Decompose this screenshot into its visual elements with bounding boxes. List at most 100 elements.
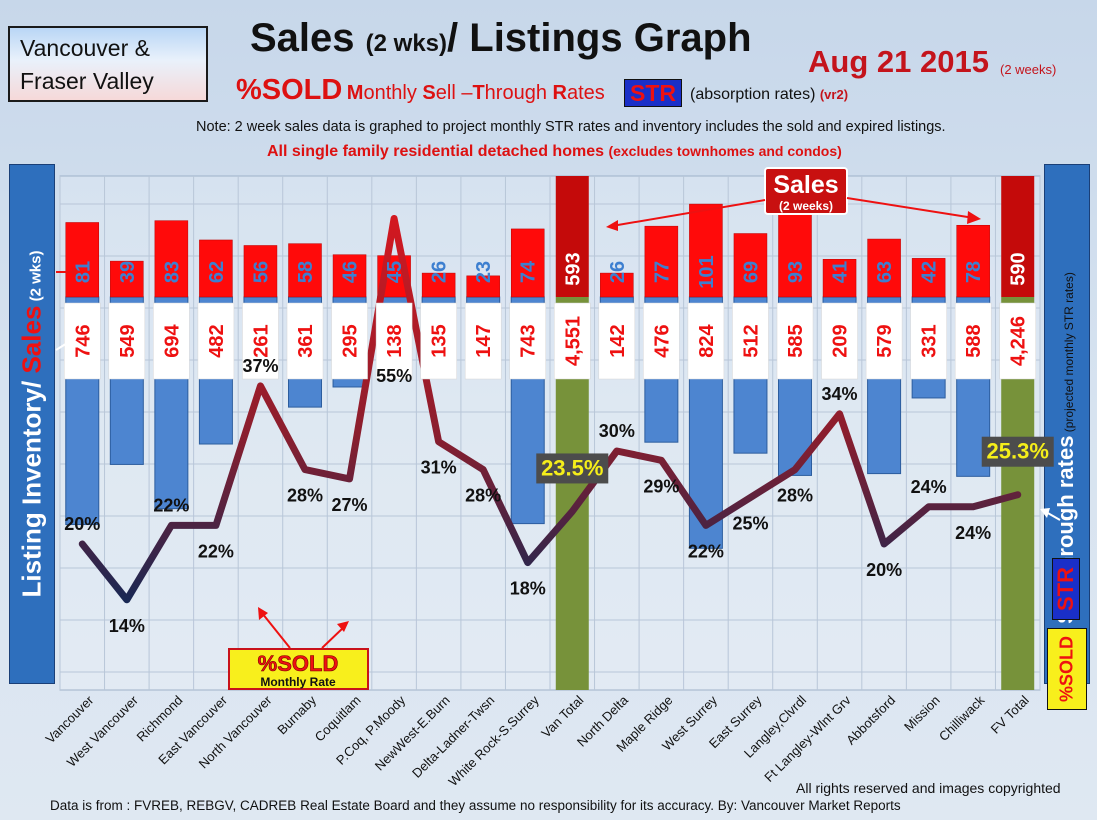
- sales-bar: [243, 245, 278, 298]
- inventory-label-box: [554, 302, 591, 380]
- inventory-value-label: 4,246: [1008, 316, 1030, 366]
- inventory-axis-arrowhead: [68, 336, 78, 345]
- data-source-note: Data is from : FVREB, REBGV, CADREB Real…: [50, 798, 901, 813]
- sales-bar: [154, 220, 189, 298]
- sales-arrowhead-right: [967, 211, 981, 224]
- pct-sold-label: 20%: [64, 514, 100, 534]
- pct-sold-label: 24%: [911, 477, 947, 497]
- pct-sold-label: 23.5%: [541, 455, 603, 480]
- inventory-label-box: [598, 302, 636, 380]
- sales-bar: [510, 228, 545, 298]
- sales-value-label: 63: [874, 261, 896, 283]
- subtitle-r: R: [552, 82, 567, 104]
- pct-sold-label: 28%: [777, 486, 813, 506]
- sales-callout-title: Sales: [773, 171, 838, 199]
- sales-callout-arrow-right: [846, 197, 975, 219]
- line-layer: [78, 215, 1022, 604]
- pct-sold-label: 29%: [643, 476, 679, 496]
- absorption-text: (absorption rates): [690, 86, 816, 103]
- sold-callout-arrow-right: [321, 626, 345, 649]
- pct-total-box: [981, 436, 1054, 467]
- subtitle-pct-sold: %SOLD: [236, 74, 343, 106]
- sales-value-label: 42: [919, 261, 941, 283]
- sales-value-label: 26: [607, 261, 629, 283]
- pct-sold-label: 28%: [287, 486, 323, 506]
- region-line-2: Fraser Valley: [20, 68, 154, 94]
- sales-value-label: 62: [206, 261, 228, 283]
- inventory-value-label: 482: [206, 324, 228, 357]
- inventory-label-box: [643, 302, 680, 380]
- inventory-value-label: 331: [919, 324, 941, 357]
- pct-sold-label: 25%: [732, 514, 768, 534]
- pct-sold-label: 37%: [242, 356, 278, 376]
- sales-value-label: 101: [696, 255, 718, 288]
- inventory-value-label: 579: [874, 324, 896, 357]
- str-badge: STR: [624, 79, 682, 107]
- pct-sold-label: 31%: [421, 458, 457, 478]
- pct-sold-label: 20%: [866, 560, 902, 580]
- subtitle-hrough: hrough: [484, 82, 553, 104]
- sold-arrowhead-left: [258, 607, 268, 620]
- pct-sold-line: [78, 215, 1022, 604]
- subtitle-onthly: onthly: [363, 82, 423, 104]
- pct-sold-label: 28%: [465, 486, 501, 506]
- sales-bar: [867, 238, 901, 298]
- sales-value-label: 78: [963, 261, 985, 283]
- pct-sold-label: 30%: [599, 421, 635, 441]
- inventory-value-label: 549: [117, 324, 139, 357]
- inventory-value-label: 261: [250, 324, 272, 357]
- inventory-value-label: 138: [384, 324, 406, 357]
- inventory-label-box: [509, 302, 546, 380]
- category-tick-label: Mission: [901, 693, 943, 735]
- sales-value-label: 83: [161, 261, 183, 283]
- sales-bar: [110, 260, 144, 298]
- inventory-value-label: 694: [161, 323, 183, 357]
- right-axis-panel: [1044, 164, 1090, 684]
- chart-subnote: All single family residential detached h…: [267, 143, 842, 161]
- sales-value-label: 69: [740, 261, 762, 283]
- title-period: (2 wks): [365, 30, 448, 57]
- inventory-value-label: 142: [607, 324, 629, 357]
- inventory-label-box: [153, 302, 190, 380]
- sold-callout-subtitle: Monthly Rate: [260, 675, 336, 689]
- inventory-label-box: [910, 302, 947, 380]
- sales-bar: [600, 272, 634, 298]
- copyright-note: All rights reserved and images copyright…: [796, 780, 1061, 796]
- sold-arrowhead-right: [337, 621, 349, 632]
- sales-value-label: 56: [250, 261, 272, 283]
- pct-sold-label: 25.3%: [987, 439, 1049, 464]
- title-listings: / Listings Graph: [447, 16, 752, 60]
- category-tick-label: White Rock-S.Surrey: [445, 692, 542, 789]
- pct-sold-label: 22%: [688, 541, 724, 561]
- inventory-value-label: 135: [429, 324, 451, 357]
- inventory-value-label: 585: [785, 324, 807, 357]
- category-tick-label: Chilliwack: [936, 692, 988, 744]
- sold-callout-arrow-left: [261, 612, 291, 649]
- sales-bar: [822, 259, 857, 298]
- pct-sold-label: 27%: [332, 495, 368, 515]
- report-date-note: (2 weeks): [1000, 62, 1057, 77]
- report-date: Aug 21 2015: [808, 44, 989, 79]
- inventory-value-label: 4,551: [562, 316, 584, 366]
- sales-value-label: 26: [429, 261, 451, 283]
- subnote-small: (excludes townhomes and condos): [608, 143, 842, 159]
- region-box: Vancouver & Fraser Valley: [8, 26, 208, 102]
- chart-note: Note: 2 week sales data is graphed to pr…: [196, 119, 946, 135]
- category-tick-label: Burnaby: [274, 692, 319, 737]
- sales-value-label: 46: [340, 261, 362, 283]
- pct-sold-label: 55%: [376, 366, 412, 386]
- sales-bar: [733, 233, 768, 298]
- pct-sold-label: 34%: [822, 384, 858, 404]
- inventory-label-box: [821, 302, 858, 380]
- inventory-value-label: 209: [830, 324, 852, 357]
- subtitle-t: T: [472, 82, 485, 104]
- sales-bar: [555, 176, 589, 297]
- sales-value-label: 81: [72, 261, 94, 283]
- inventory-value-label: 743: [518, 324, 540, 357]
- region-line-1: Vancouver &: [20, 35, 150, 61]
- subtitle-m: M: [346, 82, 364, 104]
- absorption-label: (absorption rates) (vr2): [690, 86, 848, 104]
- sales-value-label: 590: [1008, 252, 1030, 285]
- right-sold-box: [1047, 628, 1087, 710]
